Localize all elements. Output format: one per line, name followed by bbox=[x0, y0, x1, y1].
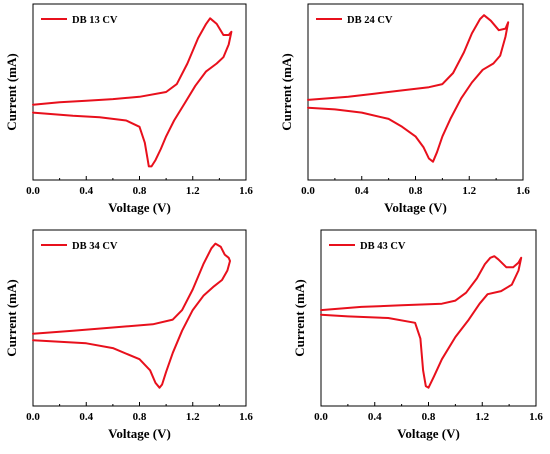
legend-label: DB 24 CV bbox=[347, 15, 393, 26]
x-tick-label: 0.4 bbox=[79, 411, 93, 423]
plot-frame bbox=[320, 229, 537, 407]
plot-frame bbox=[307, 3, 524, 181]
legend-label: DB 13 CV bbox=[72, 15, 118, 26]
cv-panel: 0.0 0.4 0.8 1.2 1.6 Voltage (V) Current (mA) DB… bbox=[292, 229, 543, 441]
x-axis-label: Voltage (V) bbox=[384, 200, 447, 215]
x-tick-label: 1.6 bbox=[516, 185, 530, 197]
x-tick-label: 0.4 bbox=[79, 185, 93, 197]
legend-label: DB 43 CV bbox=[360, 241, 406, 252]
x-axis-label: Voltage (V) bbox=[108, 200, 171, 215]
x-tick-label: 1.2 bbox=[186, 411, 200, 423]
x-tick-label: 0.4 bbox=[368, 411, 382, 423]
cv-curve bbox=[307, 14, 510, 163]
y-axis-label: Current (mA) bbox=[279, 53, 294, 130]
x-tick-label: 0.8 bbox=[409, 185, 423, 197]
plot-frame bbox=[32, 3, 247, 181]
x-tick-label: 1.2 bbox=[186, 185, 200, 197]
cv-curve bbox=[32, 17, 233, 168]
x-tick-label: 0.0 bbox=[314, 411, 328, 423]
y-axis-label: Current (mA) bbox=[4, 53, 19, 130]
x-tick-label: 1.2 bbox=[475, 411, 489, 423]
x-tick-label: 1.6 bbox=[239, 411, 253, 423]
x-tick-label: 1.6 bbox=[529, 411, 543, 423]
cv-curve bbox=[32, 242, 231, 389]
x-tick-label: 0.8 bbox=[133, 411, 147, 423]
y-axis-label: Current (mA) bbox=[4, 279, 19, 356]
x-axis-label: Voltage (V) bbox=[397, 426, 460, 441]
plot-frame bbox=[32, 229, 247, 407]
cv-panel: 0.0 0.4 0.8 1.2 1.6 Voltage (V) Current (mA) DB… bbox=[4, 229, 253, 441]
x-tick-label: 1.2 bbox=[462, 185, 476, 197]
x-tick-label: 0.8 bbox=[133, 185, 147, 197]
x-tick-label: 0.0 bbox=[26, 411, 40, 423]
y-axis-label: Current (mA) bbox=[292, 279, 307, 356]
x-tick-label: 0.8 bbox=[422, 411, 436, 423]
cv-panel: 0.0 0.4 0.8 1.2 1.6 Voltage (V) Current (mA) DB… bbox=[279, 3, 530, 215]
x-axis-label: Voltage (V) bbox=[108, 426, 171, 441]
cv-curve bbox=[320, 255, 523, 389]
x-tick-label: 1.6 bbox=[239, 185, 253, 197]
legend-label: DB 34 CV bbox=[72, 241, 118, 252]
x-tick-label: 0.4 bbox=[355, 185, 369, 197]
cv-panel: 0.0 0.4 0.8 1.2 1.6 Voltage (V) Current (mA) DB… bbox=[4, 3, 253, 215]
x-tick-label: 0.0 bbox=[26, 185, 40, 197]
x-tick-label: 0.0 bbox=[301, 185, 315, 197]
